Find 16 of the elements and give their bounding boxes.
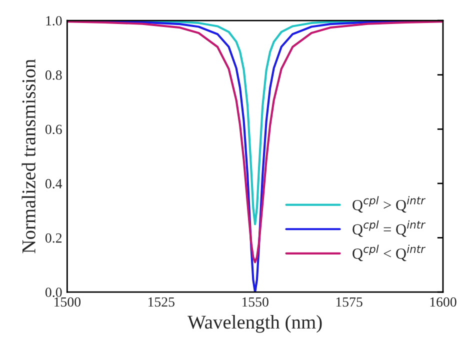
y-tick-label: 0.4 xyxy=(45,179,62,188)
x-axis-title: Wavelength (nm) xyxy=(188,315,322,333)
legend-label: Q$^{cpl}$ > Q$^{intr}$ xyxy=(352,196,426,213)
x-tick-label: 1525 xyxy=(148,297,174,307)
text: 1.0 xyxy=(46,16,62,26)
text: 0.0 xyxy=(45,288,62,298)
x-tick-label: 1575 xyxy=(336,297,362,307)
y-tick-label: 0.2 xyxy=(45,233,62,243)
x-tick-label: 1500 xyxy=(54,297,81,307)
legend-label: Q$^{cpl}$ < Q$^{intr}$ xyxy=(352,244,426,262)
x-tick-label: 1550 xyxy=(242,297,268,307)
y-axis-title: Normalized transmission xyxy=(22,59,36,254)
x-tick-label: 1600 xyxy=(430,297,456,307)
y-tick-label: 0.8 xyxy=(45,70,62,80)
legend-label: Q$^{cpl}$ = Q$^{intr}$ xyxy=(352,220,426,237)
y-tick-label: 0.6 xyxy=(45,124,62,134)
